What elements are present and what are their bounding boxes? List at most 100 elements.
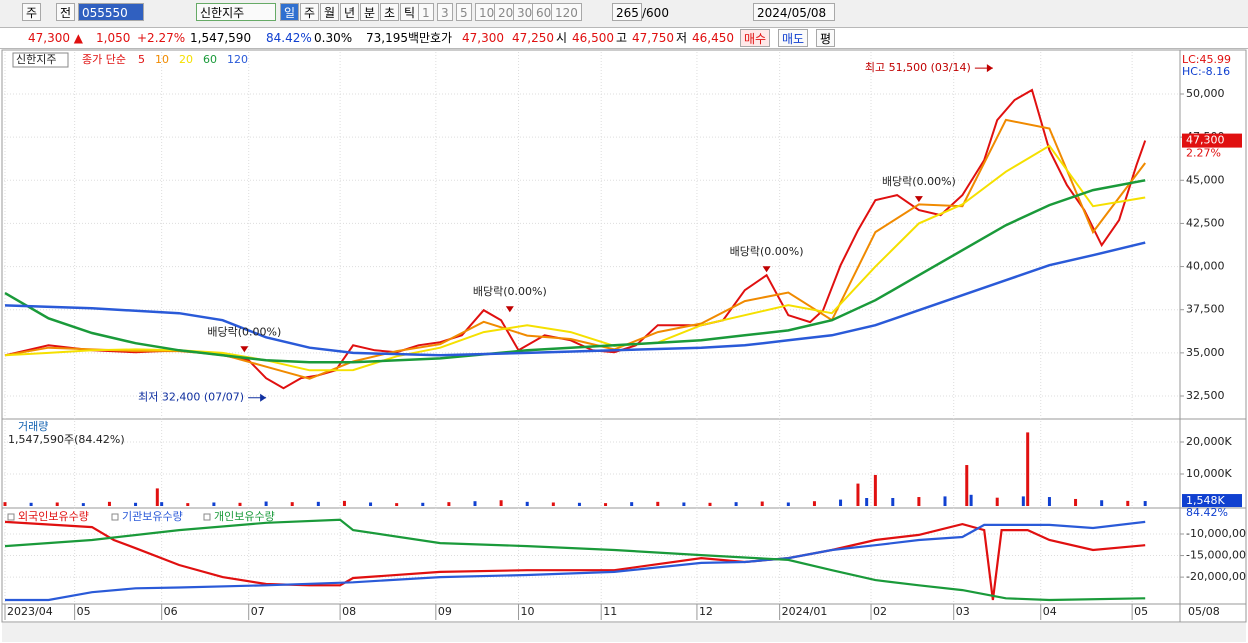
volume-bar (1074, 498, 1078, 506)
change: 1,050 (96, 31, 131, 45)
volume-bar (81, 503, 85, 506)
stock-name[interactable]: 신한지주 (196, 3, 276, 21)
ask: 47,300 (462, 31, 504, 45)
volume-bar (186, 503, 190, 506)
volume-bar (499, 500, 503, 506)
ask-label: 호가 (430, 31, 453, 45)
high-label: 고 (616, 31, 628, 45)
x-end-label: 05/08 (1188, 605, 1220, 618)
volume-bar (965, 465, 969, 506)
series-line (4, 88, 1147, 390)
legend-item: 60 (203, 53, 217, 66)
last-change: 2.27% (1186, 147, 1221, 160)
volume-subtitle: 1,547,590주(84.42%) (8, 433, 125, 446)
sell-button[interactable]: 매도 (778, 29, 809, 47)
unit-button[interactable]: 5 (456, 3, 472, 21)
y-tick-label: 40,000 (1186, 260, 1225, 273)
volume-bar (1047, 497, 1051, 506)
legend-item: 20 (179, 53, 193, 66)
volume-bar (1126, 500, 1130, 506)
y-tick-label: 37,500 (1186, 303, 1225, 316)
volume-title: 거래량 (18, 420, 48, 433)
unit-button[interactable]: 120 (551, 3, 582, 21)
y-tick-label: 35,000 (1186, 346, 1225, 359)
interval-button[interactable]: 년 (340, 3, 360, 21)
volume-bar (212, 502, 216, 506)
legend-item: 5 (138, 53, 145, 66)
legend-name: 신한지주 (16, 53, 56, 66)
x-tick-label: 02 (873, 605, 887, 618)
volume-bar (238, 502, 242, 506)
interval-button[interactable]: 주 (300, 3, 320, 21)
annotation-marker (505, 306, 514, 313)
x-tick-label: 10 (521, 605, 535, 618)
annotation: 최저 32,400 (07/07) (138, 391, 244, 404)
unit-button[interactable]: 20 (494, 3, 518, 21)
hc-label: HC:-8.16 (1182, 65, 1230, 78)
buy-button[interactable]: 매수 (740, 29, 771, 47)
legend-swatch (111, 513, 119, 521)
interval-button[interactable]: 분 (360, 3, 380, 21)
frame (1, 49, 1247, 623)
volume-bar (943, 496, 947, 506)
volume-bar (1143, 501, 1147, 506)
high: 47,750 (632, 31, 674, 45)
series-line (4, 241, 1146, 357)
annotation: 배당락(0.00%) (207, 325, 281, 338)
x-tick-label: 05 (77, 605, 91, 618)
legend-item: 기관보유수량 (122, 510, 183, 523)
volume-bar (160, 502, 164, 506)
y-tick-label: 42,500 (1186, 216, 1225, 229)
open-label: 시 (556, 31, 568, 45)
unit-button[interactable]: 3 (437, 3, 453, 21)
volume-bar (1100, 500, 1104, 506)
prev[interactable]: 전 (56, 3, 76, 21)
interval-button[interactable]: 일 (280, 3, 300, 21)
volume-bar (734, 502, 738, 506)
y-tick-label: 32,500 (1186, 389, 1225, 402)
volume-bar (290, 502, 294, 506)
code-input[interactable]: 055550 (78, 3, 144, 21)
x-tick-label: 2023/04 (7, 605, 53, 618)
volume-bar (577, 502, 581, 506)
period-type[interactable]: 주 (22, 3, 42, 21)
y-tick-label: -20,000,00 (1186, 570, 1246, 583)
arrow-head (260, 393, 267, 402)
interval-button[interactable]: 틱 (400, 3, 420, 21)
volume-bar (865, 498, 869, 506)
last-volume: 1,548K (1186, 494, 1225, 507)
x-tick-label: 05 (1134, 605, 1148, 618)
amount: 73,195백만 (366, 31, 431, 45)
volume-bar (839, 499, 843, 506)
date[interactable]: 2024/05/08 (753, 3, 835, 21)
last-volume-box (1182, 494, 1242, 508)
x-tick-label: 07 (251, 605, 265, 618)
turnover: 0.30% (314, 31, 353, 45)
volume-bar (29, 502, 33, 506)
volume-bar (55, 502, 59, 506)
x-tick-label: 04 (1043, 605, 1057, 618)
x-tick-label: 11 (603, 605, 617, 618)
interval-button[interactable]: 월 (320, 3, 340, 21)
x-tick-label: 03 (956, 605, 970, 618)
legend-swatch (203, 513, 211, 521)
y-tick-label: 10,000K (1186, 467, 1232, 480)
x-tick-label: 12 (699, 605, 713, 618)
volume-bar (856, 483, 860, 506)
volume-bar (786, 502, 790, 506)
series-line (4, 118, 1146, 380)
legend-item: 10 (155, 53, 169, 66)
count[interactable]: 265 (612, 3, 642, 21)
unit-button[interactable]: 30 (513, 3, 537, 21)
volume-bar (264, 501, 268, 506)
series-line (4, 518, 1146, 602)
avg-button[interactable]: 평 (816, 29, 836, 47)
interval-button[interactable]: 초 (380, 3, 400, 21)
unit-button[interactable]: 1 (418, 3, 434, 21)
bid: 47,250 (512, 31, 554, 45)
volume-bar (656, 501, 660, 506)
volume-bar (551, 502, 555, 506)
